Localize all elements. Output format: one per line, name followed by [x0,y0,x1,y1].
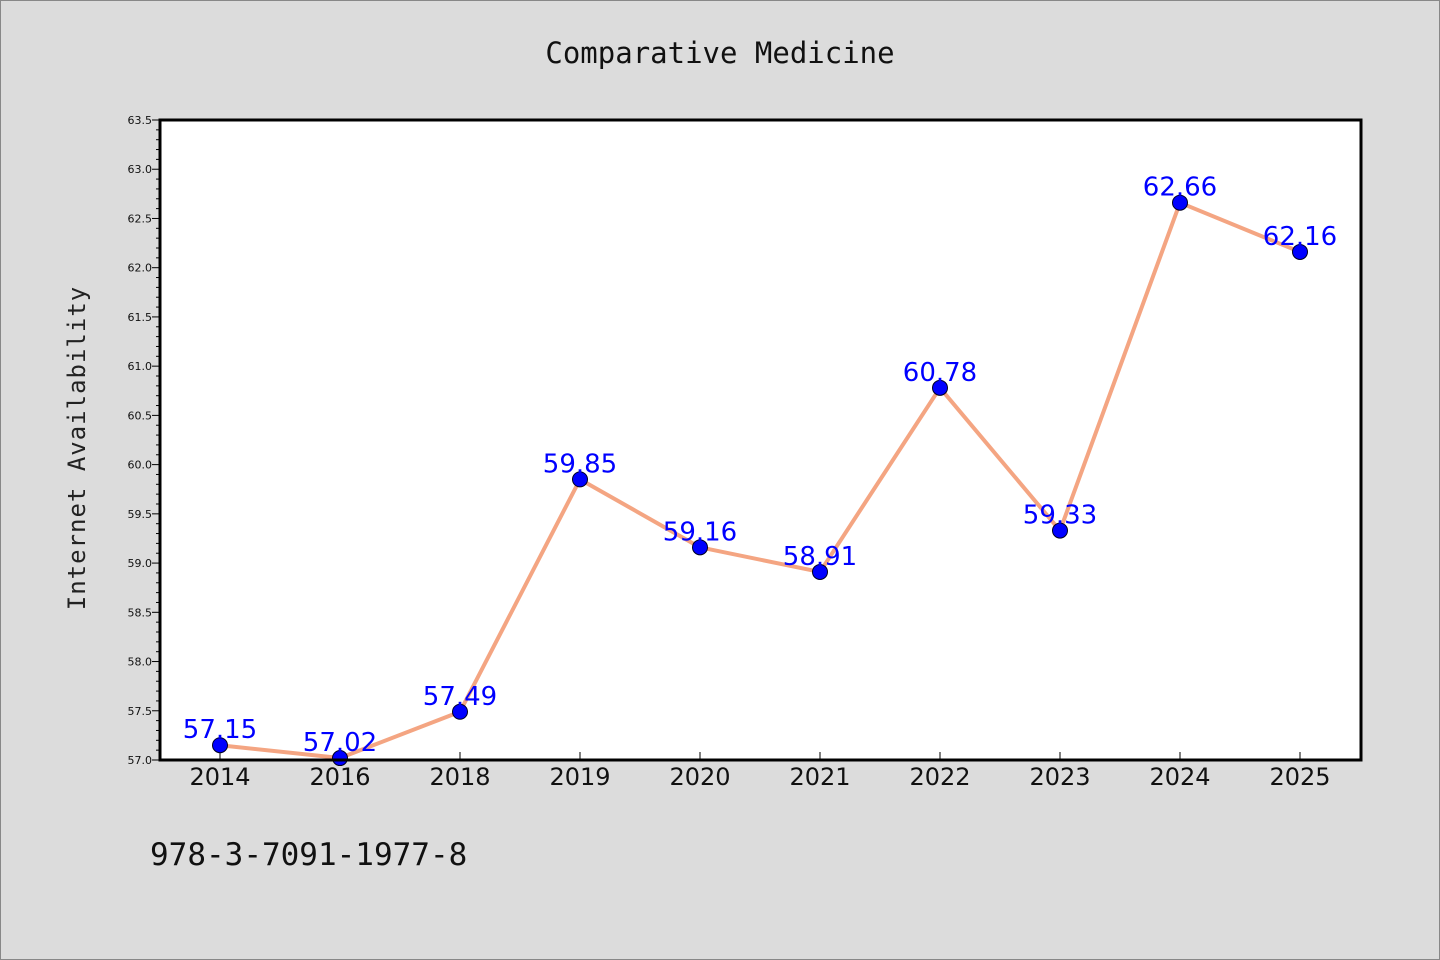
data-point [692,539,708,556]
x-tick-label: 2023 [1029,763,1090,791]
isbn-text: 978-3-7091-1977-8 [150,837,467,873]
plot-frame [158,118,1363,762]
data-point [812,563,828,580]
y-tick-label: 62.5 [128,212,153,225]
y-tick-label: 61.0 [128,360,153,373]
data-label: 57.49 [423,682,497,712]
data-label: 57.15 [183,715,257,745]
data-label: 58.91 [783,542,857,572]
data-label: 62.66 [1143,173,1217,203]
x-tick-label: 2019 [549,763,610,791]
series-internet-availability [212,194,1308,767]
y-tick-label: 57.0 [128,754,153,767]
data-point [572,471,588,488]
data-point [332,750,348,767]
x-tick-label: 2018 [429,763,490,791]
x-tick-label: 2024 [1149,763,1210,791]
y-axis-label: Internet Availability [63,286,91,610]
chart-title: Comparative Medicine [545,36,894,70]
data-point [1052,522,1068,539]
y-tick-label: 59.0 [128,557,153,570]
x-tick-label: 2014 [189,763,250,791]
data-point [1292,243,1308,260]
data-labels: 57.15 57.02 57.49 59.85 59.16 58.91 60.78 59.33… [183,173,1337,758]
y-tick-label: 59.5 [128,508,153,521]
y-tick-label: 58.0 [128,656,153,669]
data-point [1172,194,1188,211]
data-label: 59.16 [663,517,737,547]
x-tick-label: 2025 [1269,763,1330,791]
y-tick-label: 58.5 [128,606,153,619]
data-point [212,737,228,754]
y-tick-label: 63.5 [128,114,153,127]
data-point [452,703,468,720]
x-tick-label: 2016 [309,763,370,791]
data-label: 62.16 [1263,222,1337,252]
plot-area [160,120,1361,760]
y-tick-label: 57.5 [128,705,153,718]
x-axis: 2014 2016 2018 2019 2020 2021 2022 2023 2024 2025 [189,752,1331,791]
y-tick-label: 63.0 [128,163,153,176]
y-tick-label: 60.0 [128,459,153,472]
y-tick-label: 61.5 [128,311,153,324]
y-axis: 57.0 57.5 58.0 58.5 59.0 59.5 60.0 60.5 61.0 61.5… [128,114,160,767]
y-tick-label: 60.5 [128,409,153,422]
x-tick-label: 2022 [909,763,970,791]
y-tick-label: 62.0 [128,262,153,275]
data-point [932,379,948,396]
series-line [218,200,1302,761]
data-label: 60.78 [903,358,977,388]
x-tick-label: 2021 [789,763,850,791]
data-label: 57.02 [303,728,377,758]
x-tick-label: 2020 [669,763,730,791]
data-label: 59.85 [543,449,617,479]
data-label: 59.33 [1023,501,1097,531]
